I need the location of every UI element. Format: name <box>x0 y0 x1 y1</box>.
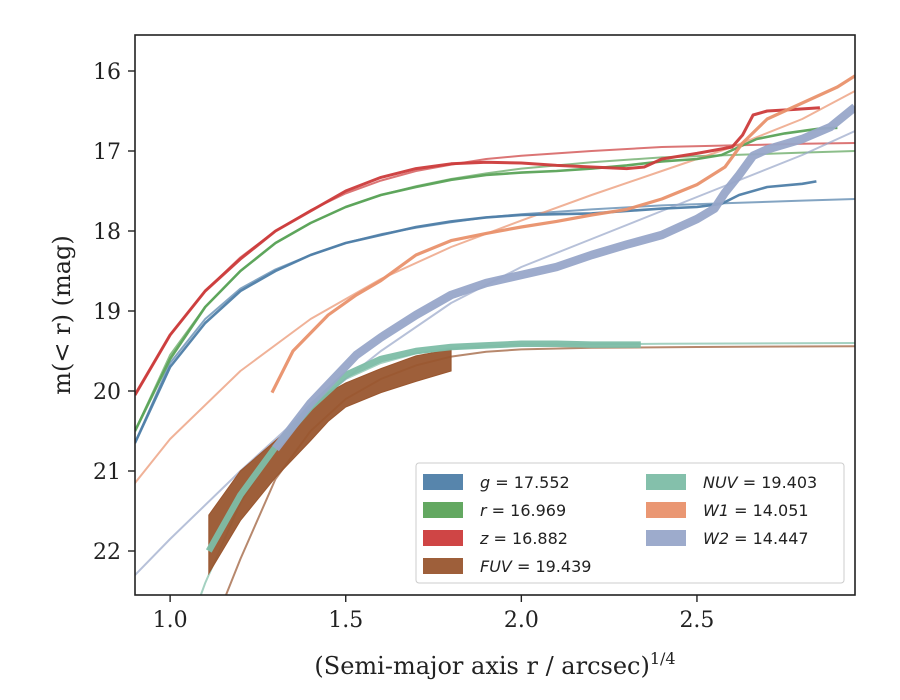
plot-frame <box>134 34 856 596</box>
legend-label-nuv: NUV = 19.403 <box>703 473 817 492</box>
series-layer <box>135 74 855 595</box>
legend-label-fuv: FUV = 19.439 <box>480 557 591 576</box>
z-profile-line <box>135 106 820 396</box>
legend-swatch-w2 <box>646 530 686 546</box>
y-tick-label: 22 <box>93 540 121 565</box>
y-tick-label: 17 <box>93 140 121 165</box>
y-tick-label: 21 <box>93 460 121 485</box>
ticks-layer: 1.0 1.5 2.0 2.5 16 17 18 19 20 21 22 <box>93 60 714 633</box>
x-tick-label: 1.5 <box>328 608 363 633</box>
x-tick-label: 2.0 <box>504 608 539 633</box>
y-tick-label: 18 <box>93 220 121 245</box>
y-tick-label: 20 <box>93 380 121 405</box>
legend-frame <box>415 462 845 584</box>
g-profile-line <box>135 180 817 444</box>
w1-profile-line <box>270 74 855 394</box>
legend-swatch-r <box>423 502 463 518</box>
legend-label-z: z = 16.882 <box>479 529 568 548</box>
x-axis-title-superscript: 1/4 <box>650 649 676 668</box>
r-profile-line <box>135 126 838 432</box>
y-tick-label: 19 <box>93 300 121 325</box>
x-tick-label: 1.0 <box>153 608 188 633</box>
legend-swatch-fuv <box>423 558 463 574</box>
legend-label-w1: W1 = 14.051 <box>703 501 809 520</box>
y-tick-label: 16 <box>93 60 121 85</box>
x-axis-title: (Semi-major axis r / arcsec)1/4 <box>314 649 675 680</box>
legend-items: g = 17.552 r = 16.969 z = 16.882 FUV = 19.4… <box>423 473 817 576</box>
y-axis-title: m(< r) (mag) <box>48 235 76 394</box>
legend-label-w2: W2 = 14.447 <box>703 529 809 548</box>
legend-swatch-w1 <box>646 502 686 518</box>
legend: g = 17.552 r = 16.969 z = 16.882 FUV = 19.4… <box>415 462 845 584</box>
x-axis-title-text: (Semi-major axis r / arcsec) <box>314 652 649 680</box>
legend-label-r: r = 16.969 <box>480 501 566 520</box>
legend-swatch-z <box>423 530 463 546</box>
w2-profile-line <box>272 103 855 452</box>
x-tick-label: 2.5 <box>679 608 714 633</box>
legend-swatch-g <box>423 474 463 490</box>
legend-swatch-nuv <box>646 474 686 490</box>
legend-label-g: g = 17.552 <box>480 473 570 492</box>
